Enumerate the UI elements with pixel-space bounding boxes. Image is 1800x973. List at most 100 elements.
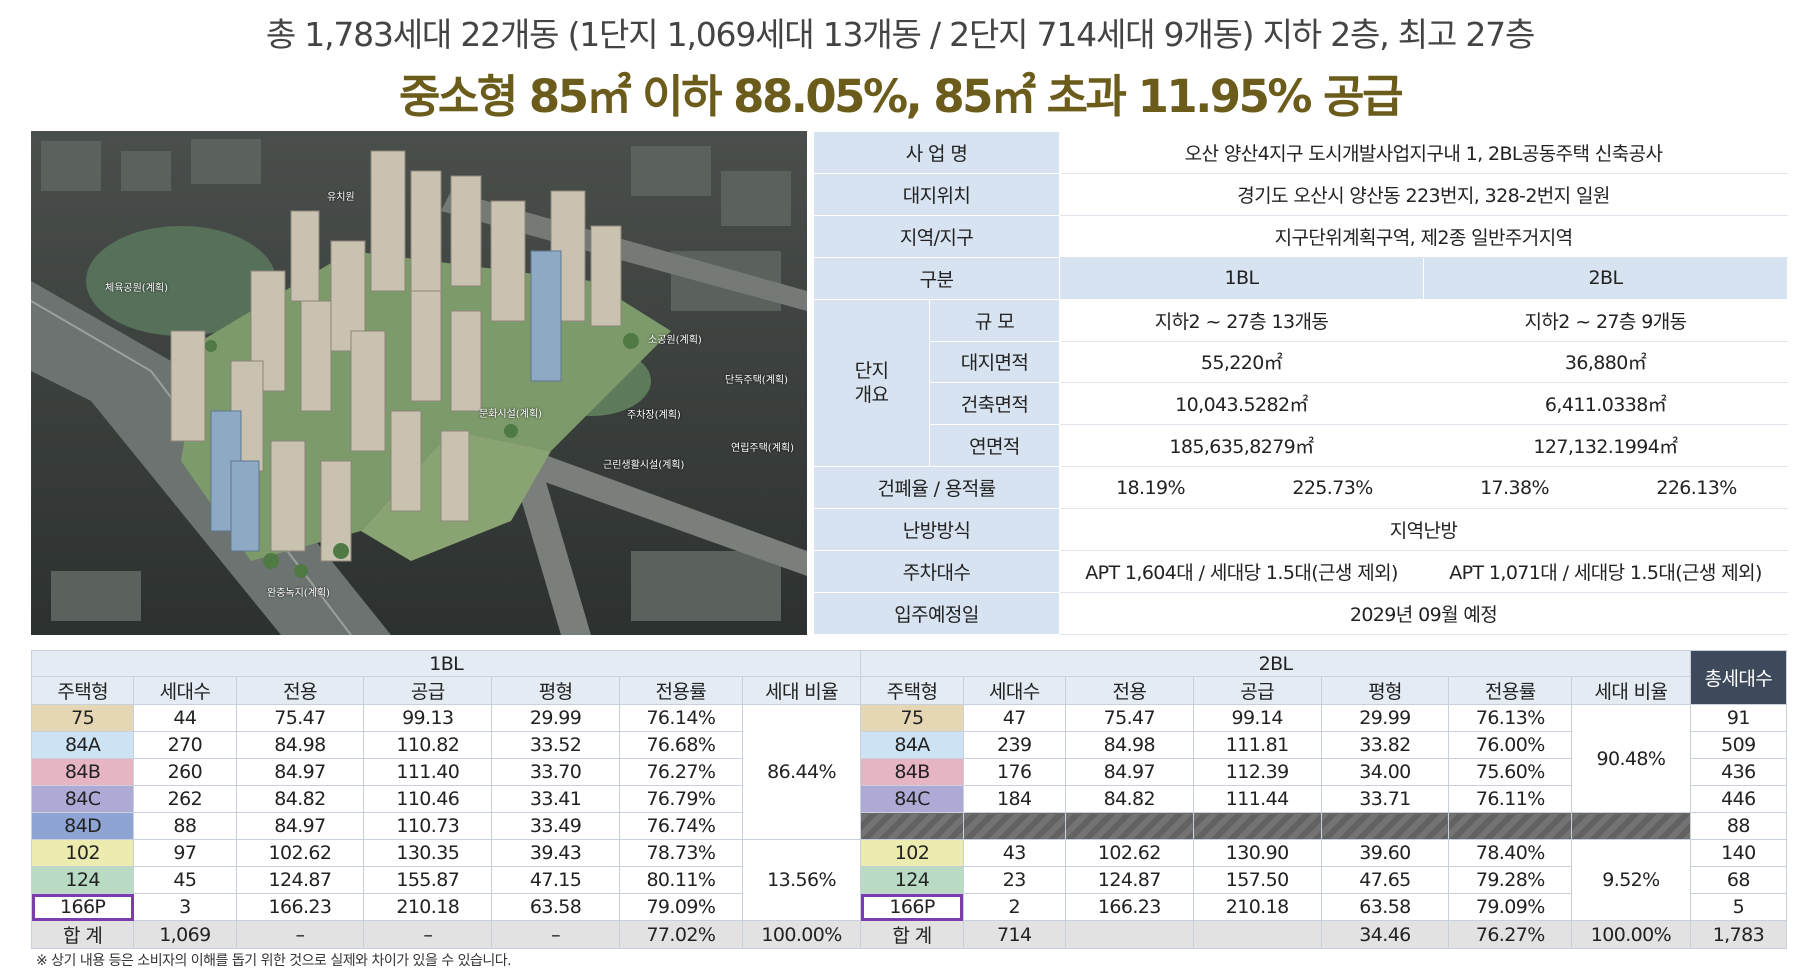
table-row: 102 97 102.62 130.35 39.43 78.73% 13.56%… <box>30 839 1788 921</box>
bl1-pyeong: 63.58 <box>491 893 621 921</box>
bl2-sum-pyeong: 34.46 <box>1320 920 1450 949</box>
bl2-households: 239 <box>962 731 1066 759</box>
bl2-sum-ratio: 100.00% <box>1571 920 1691 949</box>
table-row: 166P 3 166.23 210.18 63.58 79.09% 166P 2… <box>30 893 1788 921</box>
bl2-exclusive: 102.62 <box>1064 839 1194 867</box>
bl1-efficiency: 78.73% <box>619 839 743 867</box>
type-cell: 84B <box>30 758 135 786</box>
headline-summary: 총 1,783세대 22개동 (1단지 1,069세대 13개동 / 2단지 7… <box>265 15 1535 54</box>
building-area-bl1: 10,043.5282㎡ <box>1059 382 1424 426</box>
map-label-culture: 문화시설(계획) <box>479 409 543 420</box>
bl2-efficiency: 76.00% <box>1448 731 1573 759</box>
table-row: 84B 260 84.97 111.40 33.70 76.27% 84B 17… <box>30 758 1788 786</box>
headline-supply-ratio: 중소형 85㎡ 이하 88.05%, 85㎡ 초과 11.95% 공급 <box>399 70 1403 123</box>
bl2-pyeong: 47.65 <box>1320 866 1450 894</box>
bl1-exclusive: 102.62 <box>235 839 365 867</box>
bl2-supply: 130.90 <box>1192 839 1322 867</box>
type-cell: 84C <box>30 785 135 813</box>
bl2-supply: 111.44 <box>1192 785 1322 813</box>
bl2-exclusive: 166.23 <box>1064 893 1194 921</box>
bl2-pyeong: 29.99 <box>1320 704 1450 732</box>
empty-cell <box>1571 812 1691 840</box>
bl1-households: 97 <box>133 839 237 867</box>
bl1-efficiency: 76.14% <box>619 704 743 732</box>
bl2-households: 47 <box>962 704 1066 732</box>
bl2-sum-supply <box>1192 920 1322 949</box>
bl1-efficiency: 80.11% <box>619 866 743 894</box>
site-location-value: 경기도 오산시 양산동 223번지, 328-2번지 일원 <box>1058 172 1789 216</box>
parking-bl1: APT 1,604대 / 세대당 1.5대(근생 제외) <box>1059 550 1424 593</box>
bl1-supply: 130.35 <box>363 839 493 867</box>
bl1-supply: 99.13 <box>363 704 493 732</box>
bl2-exclusive: 84.98 <box>1064 731 1194 759</box>
total-units: 140 <box>1689 839 1788 867</box>
type-cell: 75 <box>860 704 964 732</box>
bl1-pyeong: 29.99 <box>491 704 621 732</box>
total-units: 5 <box>1689 893 1788 921</box>
bl2-households: 23 <box>962 866 1066 894</box>
footnote: ※ 상기 내용 등은 소비자의 이해를 돕기 위한 것으로 실제와 차이가 있을… <box>36 953 512 969</box>
col-type: 주택형 <box>30 676 135 705</box>
bl2-pyeong: 33.71 <box>1320 785 1450 813</box>
col-households: 세대수 <box>133 676 237 705</box>
bl2-supply: 157.50 <box>1192 866 1322 894</box>
bl1-households: 260 <box>133 758 237 786</box>
bl1-pyeong: 33.52 <box>491 731 621 759</box>
total-units: 436 <box>1689 758 1788 786</box>
bl2-efficiency: 79.28% <box>1448 866 1573 894</box>
col-pyeong: 평형 <box>491 676 621 705</box>
building-area-label: 건축면적 <box>929 382 1060 426</box>
table-row: 75 44 75.47 99.13 29.99 76.14% 86.44% 75… <box>30 704 1788 840</box>
bl1-efficiency: 76.74% <box>619 812 743 840</box>
bl1-exclusive: 84.97 <box>235 758 365 786</box>
bl2-sum-exclusive <box>1064 920 1194 949</box>
type-cell: 84A <box>30 731 135 759</box>
col-supply: 공급 <box>1192 676 1322 705</box>
map-label-buffer-green: 완충녹지(계획) <box>267 588 331 599</box>
map-label-sports-park: 체육공원(계획) <box>105 283 169 294</box>
division-label: 구분 <box>813 256 1060 300</box>
division-bl1: 1BL <box>1059 256 1424 300</box>
bcr-bl2: 17.38% <box>1423 466 1606 510</box>
bl2-households: 43 <box>962 839 1066 867</box>
move-in-label: 입주예정일 <box>813 591 1060 636</box>
bl2-exclusive: 124.87 <box>1064 866 1194 894</box>
bl2-exclusive: 75.47 <box>1064 704 1194 732</box>
bl2-supply: 99.14 <box>1192 704 1322 732</box>
aerial-site-rendering: 유치원 체육공원(계획) 소공원(계획) 단독주택(계획) 주차장(계획) 문화… <box>31 131 807 635</box>
bl2-households: 176 <box>962 758 1066 786</box>
bl1-pyeong: 33.49 <box>491 812 621 840</box>
project-name-label: 사 업 명 <box>813 131 1060 174</box>
bl2-supply: 210.18 <box>1192 893 1322 921</box>
table-row: 84A 270 84.98 110.82 33.52 76.68% 84A 23… <box>30 731 1788 759</box>
bl2-supply: 112.39 <box>1192 758 1322 786</box>
grand-total-units: 1,783 <box>1689 920 1788 949</box>
type-cell: 166P <box>860 893 964 921</box>
bl1-supply: 110.73 <box>363 812 493 840</box>
scale-label: 규 모 <box>929 298 1060 342</box>
type-cell: 84B <box>860 758 964 786</box>
division-bl2: 2BL <box>1422 256 1789 300</box>
bl1-households: 270 <box>133 731 237 759</box>
empty-cell <box>1192 812 1322 840</box>
project-name-value: 오산 양산4지구 도시개발사업지구내 1, 2BL공동주택 신축공사 <box>1058 131 1789 174</box>
col-pyeong: 평형 <box>1320 676 1450 705</box>
bl1-supply: 110.82 <box>363 731 493 759</box>
bl2-sum-efficiency: 76.27% <box>1448 920 1573 949</box>
col-type: 주택형 <box>860 676 964 705</box>
bl1-title: 1BL <box>30 650 862 677</box>
bl1-exclusive: 84.82 <box>235 785 365 813</box>
col-exclusive: 전용 <box>1064 676 1194 705</box>
map-label-row-house: 연립주택(계획) <box>731 443 795 454</box>
bl1-efficiency: 76.27% <box>619 758 743 786</box>
bl1-supply: 110.46 <box>363 785 493 813</box>
heating-label: 난방방식 <box>813 508 1060 552</box>
bl1-efficiency: 79.09% <box>619 893 743 921</box>
map-label-neighborhood: 근린생활시설(계획) <box>603 460 685 471</box>
type-cell: 166P <box>30 893 135 921</box>
bl2-sum-households: 714 <box>962 920 1066 949</box>
col-ratio: 세대 비율 <box>741 676 862 705</box>
type-cell: 75 <box>30 704 135 732</box>
table-row: 124 45 124.87 155.87 47.15 80.11% 124 23… <box>30 866 1788 894</box>
map-label-small-park: 소공원(계획) <box>648 335 702 346</box>
